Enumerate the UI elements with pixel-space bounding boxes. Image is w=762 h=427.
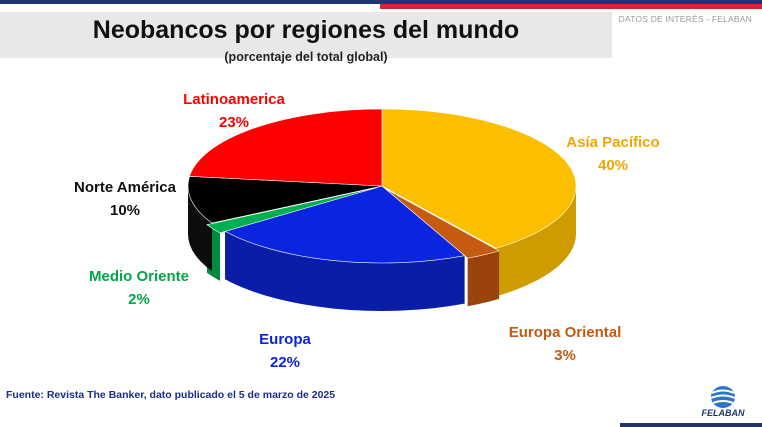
label-europa-oriental-value: 3% — [554, 347, 576, 364]
felaban-logo: FELABAN — [696, 384, 750, 420]
label-europa-value: 22% — [269, 354, 301, 371]
slice-medio-oriente — [206, 187, 378, 234]
label-medio-oriente-name: Medio Oriente — [88, 268, 189, 285]
label-europa: Europa 22% — [240, 328, 330, 374]
pie-sides — [188, 186, 576, 311]
globe-icon — [710, 386, 736, 408]
slice-side-europa-oriental — [467, 250, 500, 307]
label-medio-oriente-value: 2% — [128, 291, 150, 308]
logo-text: FELABAN — [701, 408, 745, 418]
label-norte-america-name: Norte América — [74, 179, 176, 196]
label-europa-oriental: Europa Oriental 3% — [492, 321, 638, 367]
chart-title: Neobancos por regiones del mundo — [92, 16, 520, 44]
label-asia-pacifico-name: Asía Pacífico — [566, 134, 660, 151]
label-asia-pacifico: Asía Pacífico 40% — [548, 131, 678, 177]
label-europa-name: Europa — [259, 331, 311, 348]
pie-tops — [187, 108, 577, 264]
section-tag: DATOS DE INTERÉS - FELABAN — [618, 14, 752, 24]
top-band-navy — [0, 0, 762, 4]
label-asia-pacifico-value: 40% — [597, 157, 629, 174]
label-europa-oriental-name: Europa Oriental — [508, 324, 622, 341]
chart-subtitle: (porcentaje del total global) — [224, 50, 388, 64]
label-latinoamerica-value: 23% — [218, 114, 250, 131]
label-latinoamerica: Latinoamerica 23% — [168, 88, 300, 134]
label-latinoamerica-name: Latinoamerica — [183, 91, 285, 108]
slice-side-norte-america — [188, 186, 212, 272]
slice-norte-america — [187, 176, 383, 224]
label-norte-america: Norte América 10% — [62, 176, 188, 222]
slice-europa-oriental — [384, 188, 500, 259]
top-band — [0, 0, 762, 9]
slice-asia-pacifico — [381, 108, 577, 249]
source-note: Fuente: Revista The Banker, dato publica… — [6, 389, 336, 401]
label-norte-america-value: 10% — [109, 202, 141, 219]
slice-europa — [224, 185, 466, 264]
slice-side-asia-pacifico — [496, 186, 576, 297]
title-box — [0, 12, 612, 58]
slice-side-europa — [225, 231, 465, 311]
slice-latinoamerica — [189, 108, 383, 187]
label-medio-oriente: Medio Oriente 2% — [74, 265, 204, 311]
bottom-band — [620, 423, 762, 427]
top-band-red — [380, 4, 762, 9]
